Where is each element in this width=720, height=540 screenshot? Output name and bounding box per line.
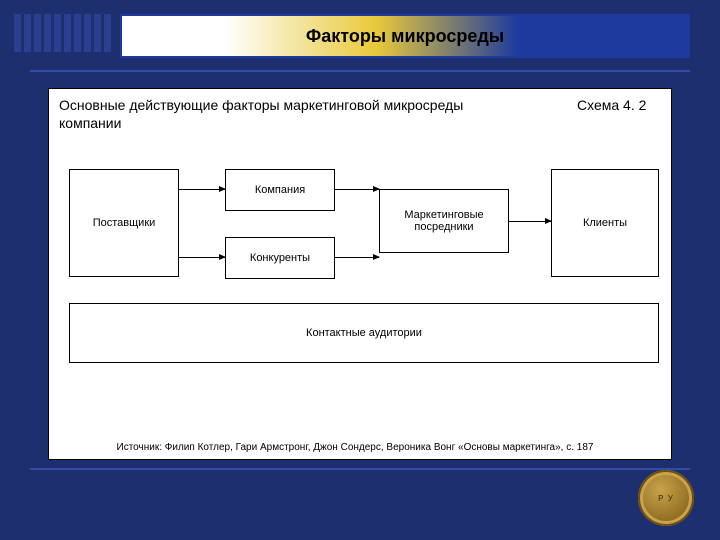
- source-citation: Источник: Филип Котлер, Гари Армстронг, …: [49, 442, 661, 453]
- title-bar: Факторы микросреды: [120, 14, 690, 58]
- node-clients: Клиенты: [551, 169, 659, 277]
- node-label: Конкуренты: [250, 252, 310, 264]
- panel-title: Основные действующие факторы маркетингов…: [59, 97, 499, 132]
- slide: Факторы микросреды Основные действующие …: [0, 0, 720, 540]
- node-label: Маркетинговые посредники: [384, 209, 504, 233]
- node-suppliers: Поставщики: [69, 169, 179, 277]
- node-audiences: Контактные аудитории: [69, 303, 659, 363]
- edge: [179, 257, 225, 258]
- node-competitors: Конкуренты: [225, 237, 335, 279]
- edge: [335, 189, 379, 190]
- schema-label: Схема 4. 2: [577, 97, 657, 115]
- node-company: Компания: [225, 169, 335, 211]
- node-intermediaries: Маркетинговые посредники: [379, 189, 509, 253]
- node-label: Поставщики: [93, 217, 156, 229]
- slide-title: Факторы микросреды: [306, 26, 504, 47]
- decor-top-bars: [14, 14, 111, 52]
- node-label: Компания: [255, 184, 305, 196]
- seal-logo: Р У: [638, 470, 694, 526]
- node-label: Клиенты: [583, 217, 627, 229]
- node-label: Контактные аудитории: [306, 327, 422, 339]
- edge: [509, 221, 551, 222]
- seal-text: Р У: [658, 494, 674, 503]
- edge: [335, 257, 379, 258]
- edge: [179, 189, 225, 190]
- divider-top: [30, 70, 690, 72]
- content-panel: Основные действующие факторы маркетингов…: [48, 88, 672, 460]
- divider-bottom: [30, 468, 690, 470]
